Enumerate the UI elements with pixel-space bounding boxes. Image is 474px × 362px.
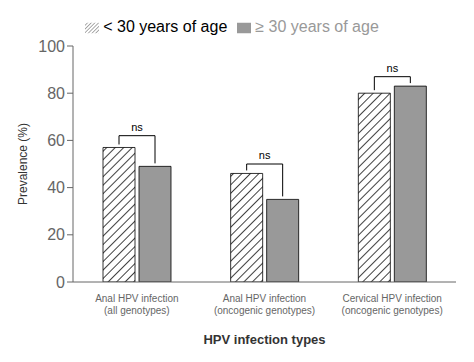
- svg-text:80: 80: [47, 85, 65, 102]
- svg-text:Anal HPV infection(all genotyp: Anal HPV infection(all genotypes): [95, 293, 178, 316]
- html-text:< 30 years of age: < 30 years of age: [103, 18, 228, 35]
- svg-text:ns: ns: [387, 62, 399, 74]
- svg-text:100: 100: [38, 38, 65, 55]
- svg-text:ns: ns: [131, 121, 143, 133]
- html-text:≥ 30 years of age: ≥ 30 years of age: [255, 18, 379, 35]
- svg-text:Anal HPV infection(oncogenic g: Anal HPV infection(oncogenic genotypes): [214, 293, 315, 316]
- svg-text:40: 40: [47, 179, 65, 196]
- svg-text:ns: ns: [259, 149, 271, 161]
- svg-text:Prevalence (%): Prevalence (%): [16, 123, 30, 205]
- svg-text:Cervical HPV infection(oncogen: Cervical HPV infection(oncogenic genotyp…: [342, 293, 443, 316]
- svg-text:0: 0: [56, 274, 65, 291]
- svg-text:HPV infection types: HPV infection types: [203, 332, 325, 347]
- svg-text:20: 20: [47, 226, 65, 243]
- svg-text:60: 60: [47, 132, 65, 149]
